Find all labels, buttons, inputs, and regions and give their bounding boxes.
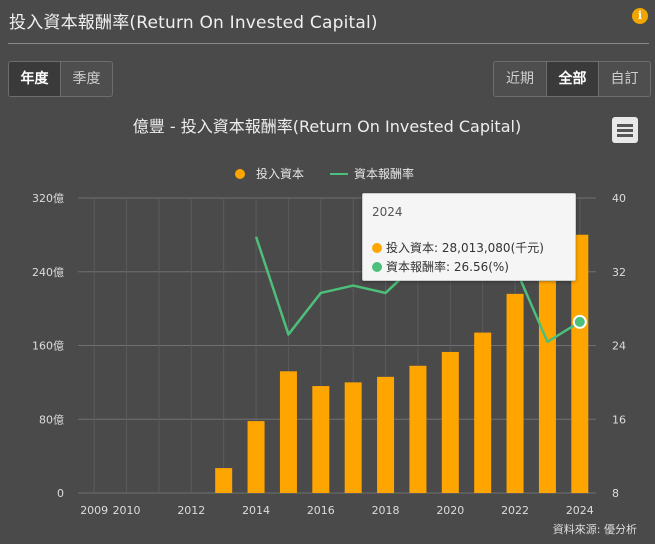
info-icon[interactable]: i [632, 8, 648, 24]
x-tick-label: 2022 [501, 504, 529, 517]
x-tick-label: 2009 [80, 504, 108, 517]
y-right-tick-label: 16 [612, 413, 626, 426]
legend-bar-marker [235, 169, 245, 179]
line-point-highlight [572, 314, 587, 329]
bar-invested-capital [538, 273, 556, 493]
bar-invested-capital [312, 386, 330, 493]
y-left-tick-label: 160億 [32, 340, 64, 353]
x-tick-label: 2024 [566, 504, 594, 517]
bar-invested-capital [247, 421, 265, 493]
tab-quarterly[interactable]: 季度 [61, 61, 113, 97]
y-right-tick-label: 40 [612, 192, 626, 205]
tab-recent[interactable]: 近期 [493, 61, 547, 97]
bar-invested-capital [571, 234, 589, 493]
tooltip-capital-text: 投入資本: 28,013,080(千元) [386, 241, 544, 255]
bar-invested-capital [474, 332, 492, 493]
x-tick-label: 2020 [436, 504, 464, 517]
tab-custom[interactable]: 自訂 [599, 61, 651, 97]
x-tick-label: 2012 [177, 504, 205, 517]
x-tick-label: 2014 [242, 504, 270, 517]
y-left-tick-label: 240億 [32, 266, 64, 279]
data-source: 資料來源: 優分析 [552, 523, 637, 536]
page-title: 投入資本報酬率(Return On Invested Capital) [9, 13, 378, 33]
tooltip-year: 2024 [372, 205, 403, 219]
bar-invested-capital [215, 468, 233, 493]
chart-tooltip: 2024 投入資本: 28,013,080(千元) 資本報酬率: 26.56(%… [362, 193, 576, 281]
header-divider [8, 43, 649, 44]
y-right-tick-label: 24 [612, 340, 626, 353]
roic-chart: 億豐 - 投入資本報酬率(Return On Invested Capital)… [32, 117, 626, 517]
tab-all[interactable]: 全部 [547, 61, 599, 97]
legend-item: 投入資本 [256, 166, 304, 181]
bar-invested-capital [279, 371, 297, 493]
range-tab-group: 近期 全部 自訂 [493, 61, 651, 97]
tooltip-row-capital: 投入資本: 28,013,080(千元) [372, 239, 544, 256]
bullet-icon [372, 262, 382, 272]
bar-invested-capital [441, 351, 459, 493]
bar-invested-capital [377, 376, 395, 493]
y-left-tick-label: 0 [57, 487, 64, 500]
period-tab-group: 年度 季度 [8, 61, 113, 97]
x-tick-label: 2010 [113, 504, 141, 517]
chart-title: 億豐 - 投入資本報酬率(Return On Invested Capital) [133, 117, 521, 136]
bar-invested-capital [506, 293, 524, 493]
bar-invested-capital [409, 365, 427, 493]
y-left-tick-label: 80億 [39, 413, 64, 426]
tab-annual[interactable]: 年度 [8, 61, 61, 97]
tooltip-roic-text: 資本報酬率: 26.56(%) [386, 260, 509, 274]
header: 投入資本報酬率(Return On Invested Capital) i [0, 0, 655, 44]
bullet-icon [372, 243, 382, 253]
legend-item: 資本報酬率 [354, 166, 414, 181]
y-right-tick-label: 32 [612, 266, 626, 279]
y-right-tick-label: 8 [612, 487, 619, 500]
x-tick-label: 2018 [372, 504, 400, 517]
y-left-tick-label: 320億 [32, 192, 64, 205]
hamburger-menu-icon[interactable] [612, 117, 638, 143]
tooltip-row-roic: 資本報酬率: 26.56(%) [372, 258, 509, 275]
bar-invested-capital [344, 382, 362, 493]
x-tick-label: 2016 [307, 504, 335, 517]
